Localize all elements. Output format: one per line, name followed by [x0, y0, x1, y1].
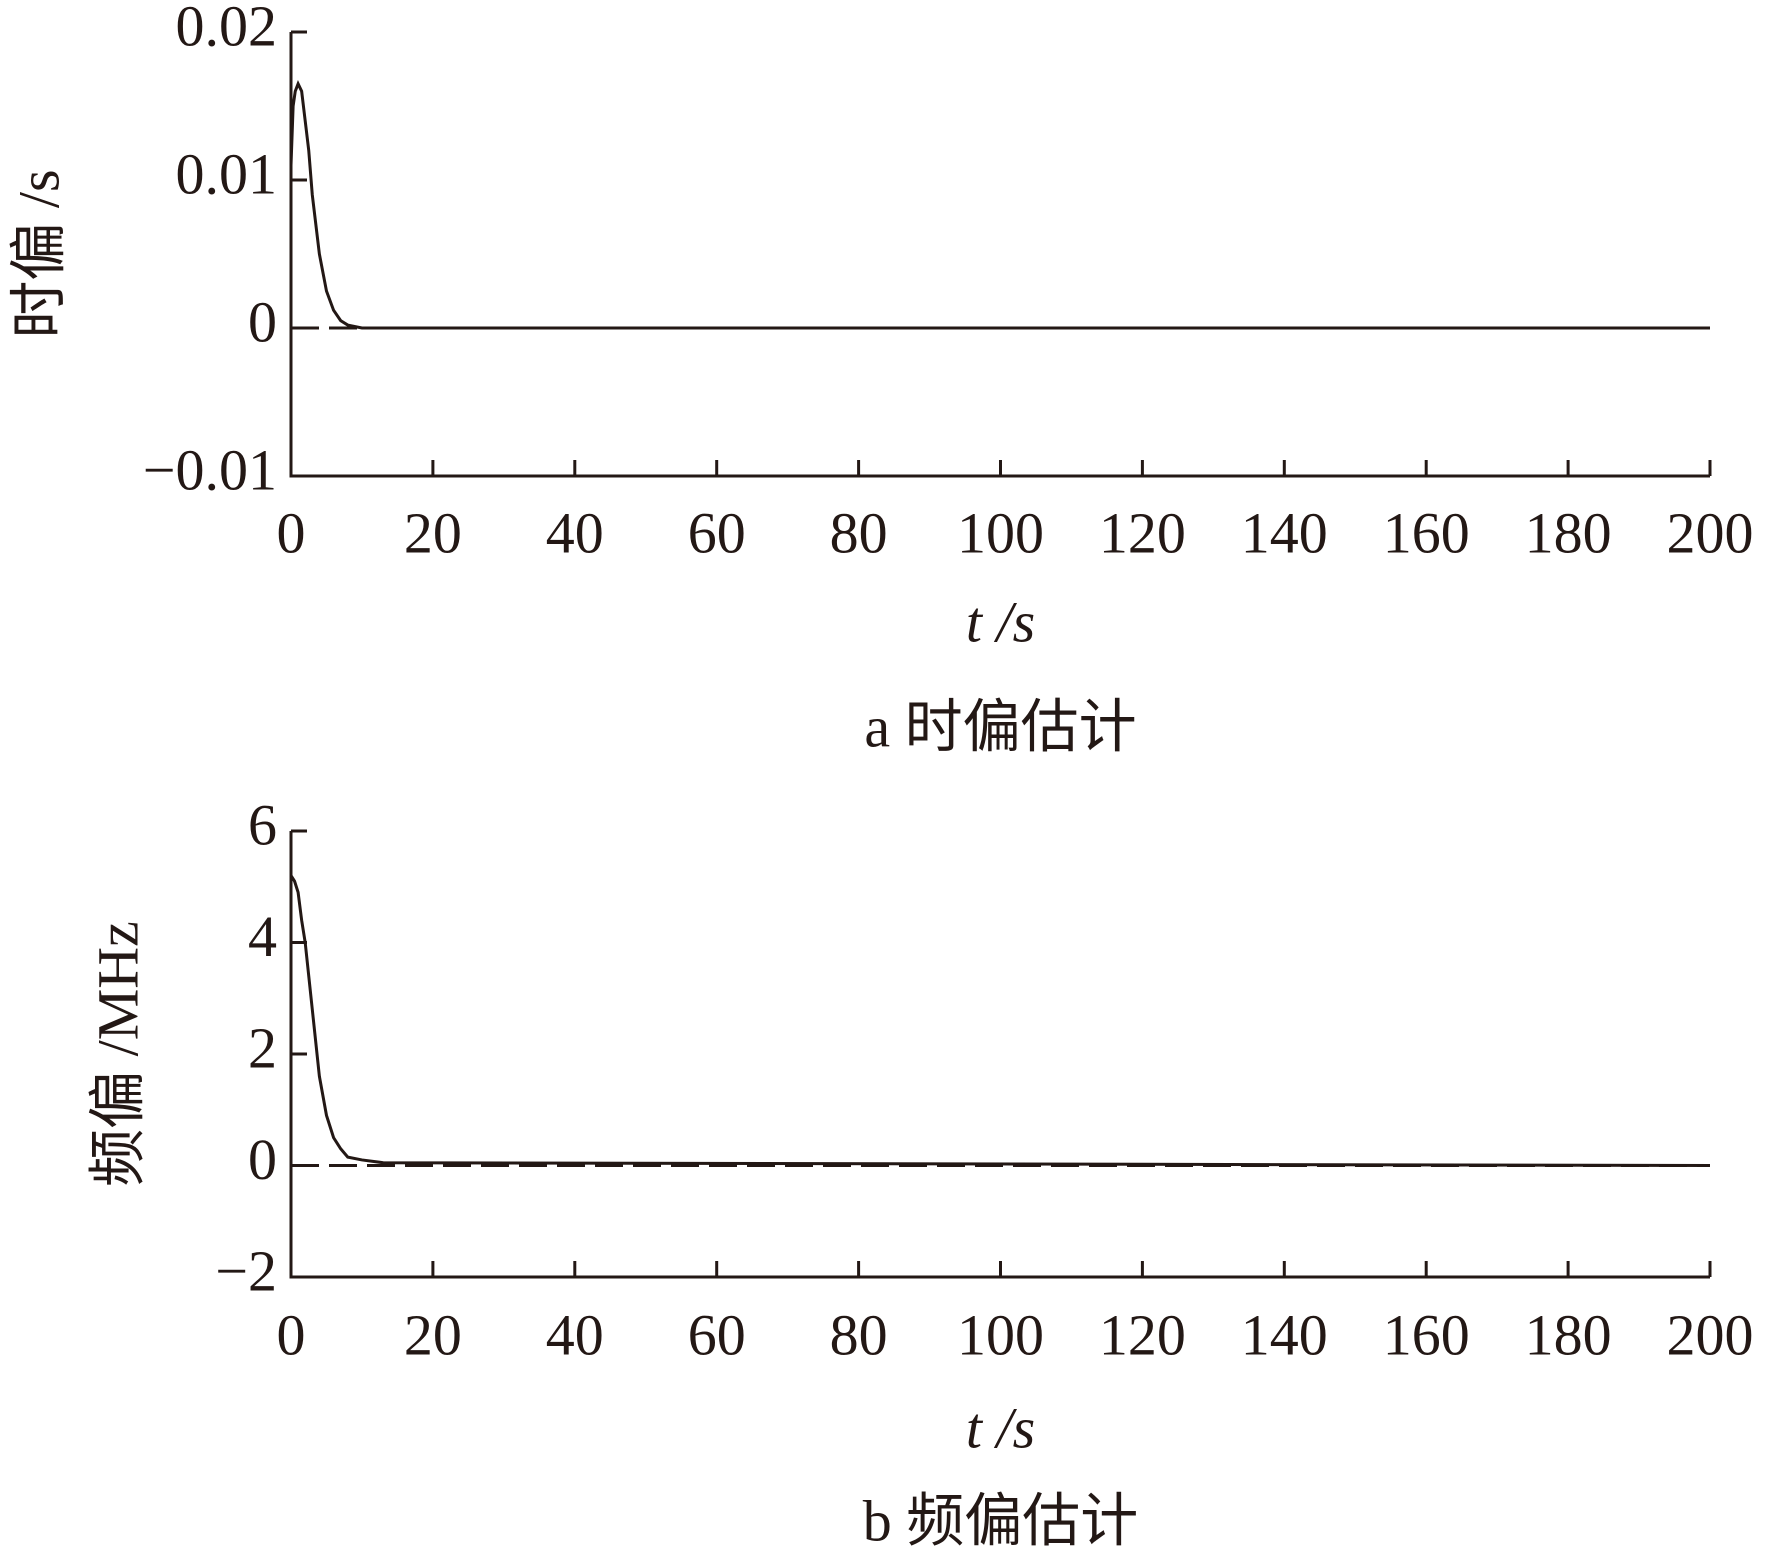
x-tick-label: 20 — [404, 1302, 462, 1367]
x-tick-label: 60 — [688, 1302, 746, 1367]
x-tick-label: 80 — [830, 500, 888, 565]
data-line — [289, 80, 1710, 330]
y-axis-label: 频偏 /MHz — [85, 921, 150, 1187]
x-tick-label: 60 — [688, 500, 746, 565]
axis-line — [289, 831, 1710, 1279]
x-tick-label: 140 — [1241, 1302, 1328, 1367]
x-tick-label: 100 — [957, 500, 1044, 565]
data-line — [289, 874, 1711, 1167]
x-tick-label: 160 — [1383, 1302, 1470, 1367]
x-tick-label: 160 — [1383, 500, 1470, 565]
axis-line — [289, 32, 1710, 478]
x-tick-label: 40 — [546, 1302, 604, 1367]
x-tick-label: 0 — [277, 1302, 306, 1367]
x-tick-label: 200 — [1667, 500, 1754, 565]
y-tick-label: 0.02 — [176, 0, 278, 58]
x-tick-label: 100 — [957, 1302, 1044, 1367]
y-tick-label: 0 — [248, 289, 277, 354]
x-tick-label: 80 — [830, 1302, 888, 1367]
x-tick-label: 140 — [1241, 500, 1328, 565]
x-tick-label: 120 — [1099, 1302, 1186, 1367]
y-tick-label: 0.01 — [176, 141, 278, 206]
x-tick-label: 180 — [1525, 1302, 1612, 1367]
x-tick-label: 180 — [1525, 500, 1612, 565]
y-tick-label: 0 — [248, 1127, 277, 1192]
x-tick-label: 200 — [1667, 1302, 1754, 1367]
caption: b 频偏估计 — [863, 1488, 1139, 1553]
y-tick-label: −0.01 — [143, 437, 277, 502]
y-axis-label: 时偏 /s — [6, 169, 71, 338]
x-tick-label: 120 — [1099, 500, 1186, 565]
x-tick-label: 20 — [404, 500, 462, 565]
x-tick-label: 40 — [546, 500, 604, 565]
x-axis-label: t /s — [966, 1395, 1035, 1460]
x-axis-label: t /s — [966, 589, 1035, 654]
y-tick-label: 4 — [248, 904, 277, 969]
y-tick-label: 2 — [248, 1015, 277, 1080]
caption: a 时偏估计 — [864, 694, 1136, 759]
y-tick-label: −2 — [215, 1238, 277, 1303]
x-tick-label: 0 — [277, 500, 306, 565]
y-tick-label: 6 — [248, 792, 277, 857]
